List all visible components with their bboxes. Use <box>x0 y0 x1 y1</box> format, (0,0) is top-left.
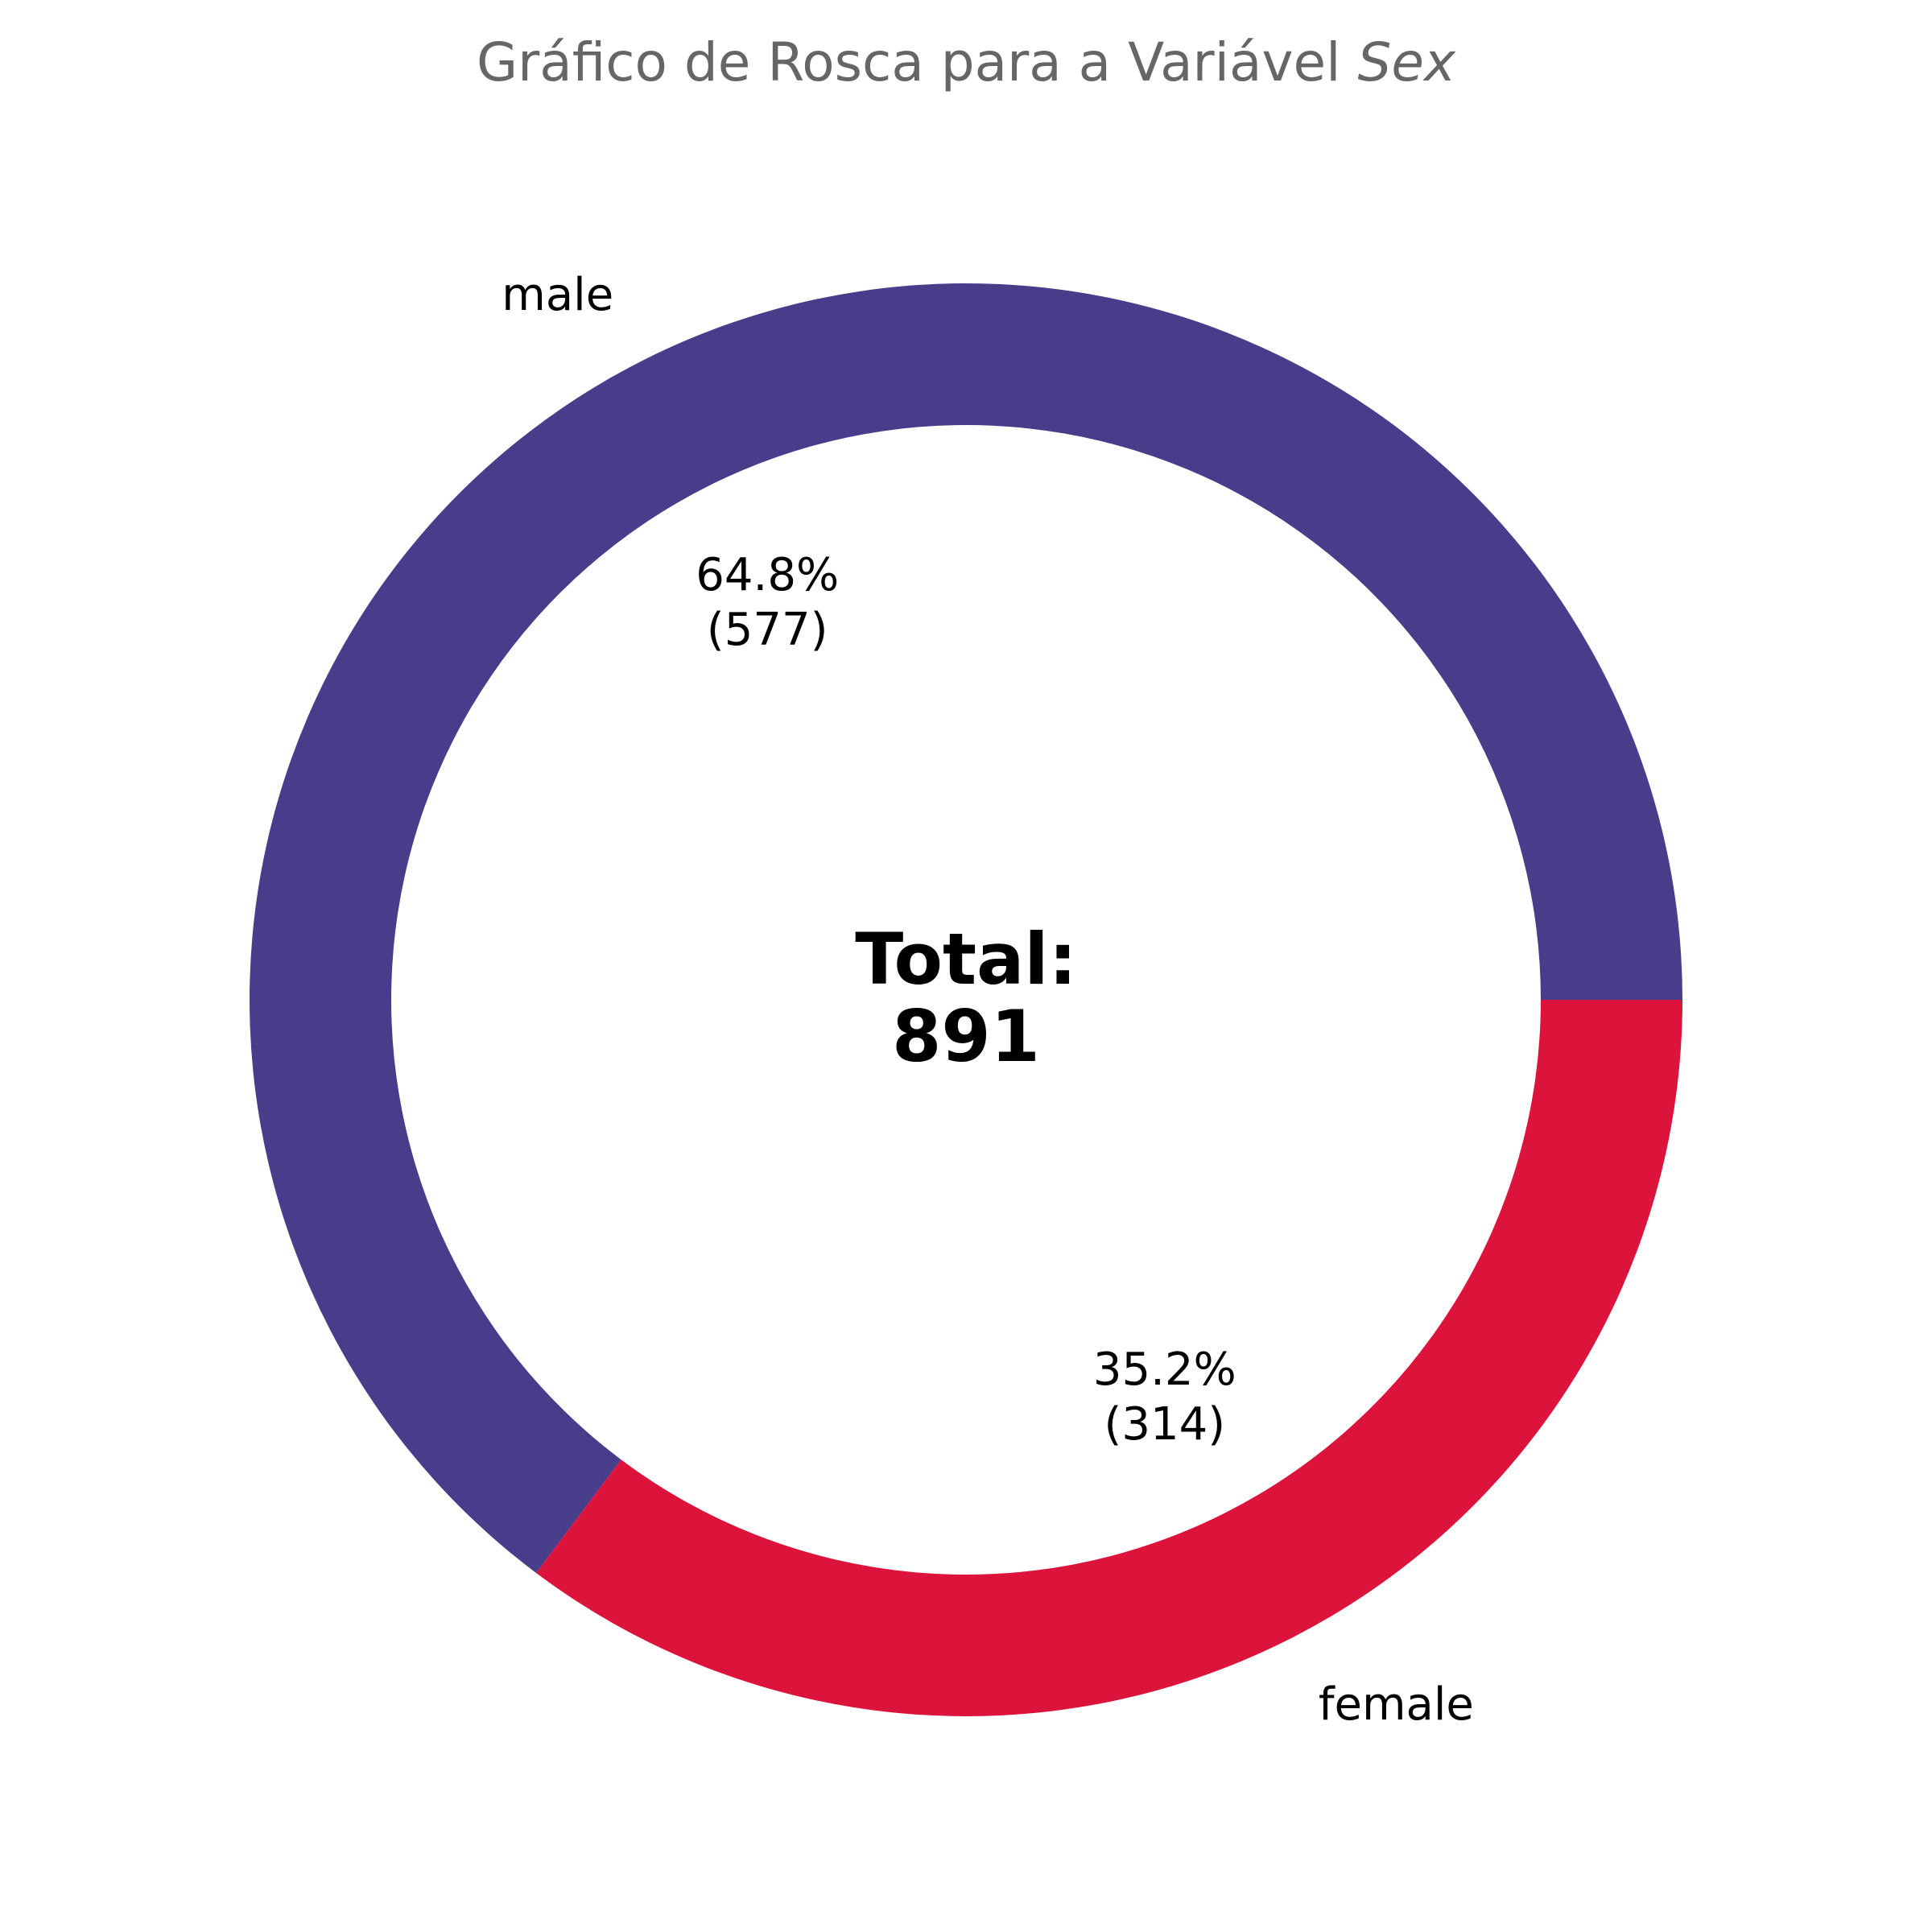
center-total-value: 891 <box>892 995 1040 1078</box>
donut-slices <box>249 283 1682 1716</box>
slice-count-male: (577) <box>707 604 828 656</box>
chart-title-main: Gráfico de Rosca para a Variável <box>477 31 1357 93</box>
center-total-label: Total: <box>855 918 1077 1001</box>
donut-slice-female <box>536 1000 1682 1716</box>
chart-title-variable: Sex <box>1357 31 1456 93</box>
donut-labels: male 64.8%(577) female 35.2%(314) <box>502 269 1474 1731</box>
chart-title: Gráfico de Rosca para a Variável Sex <box>477 31 1456 93</box>
slice-label-male: male <box>502 269 613 321</box>
slice-count-female: (314) <box>1104 1398 1225 1451</box>
slice-label-female: female <box>1319 1678 1474 1731</box>
slice-percent-female: 35.2% <box>1093 1344 1236 1396</box>
slice-percent-male: 64.8% <box>696 549 839 601</box>
